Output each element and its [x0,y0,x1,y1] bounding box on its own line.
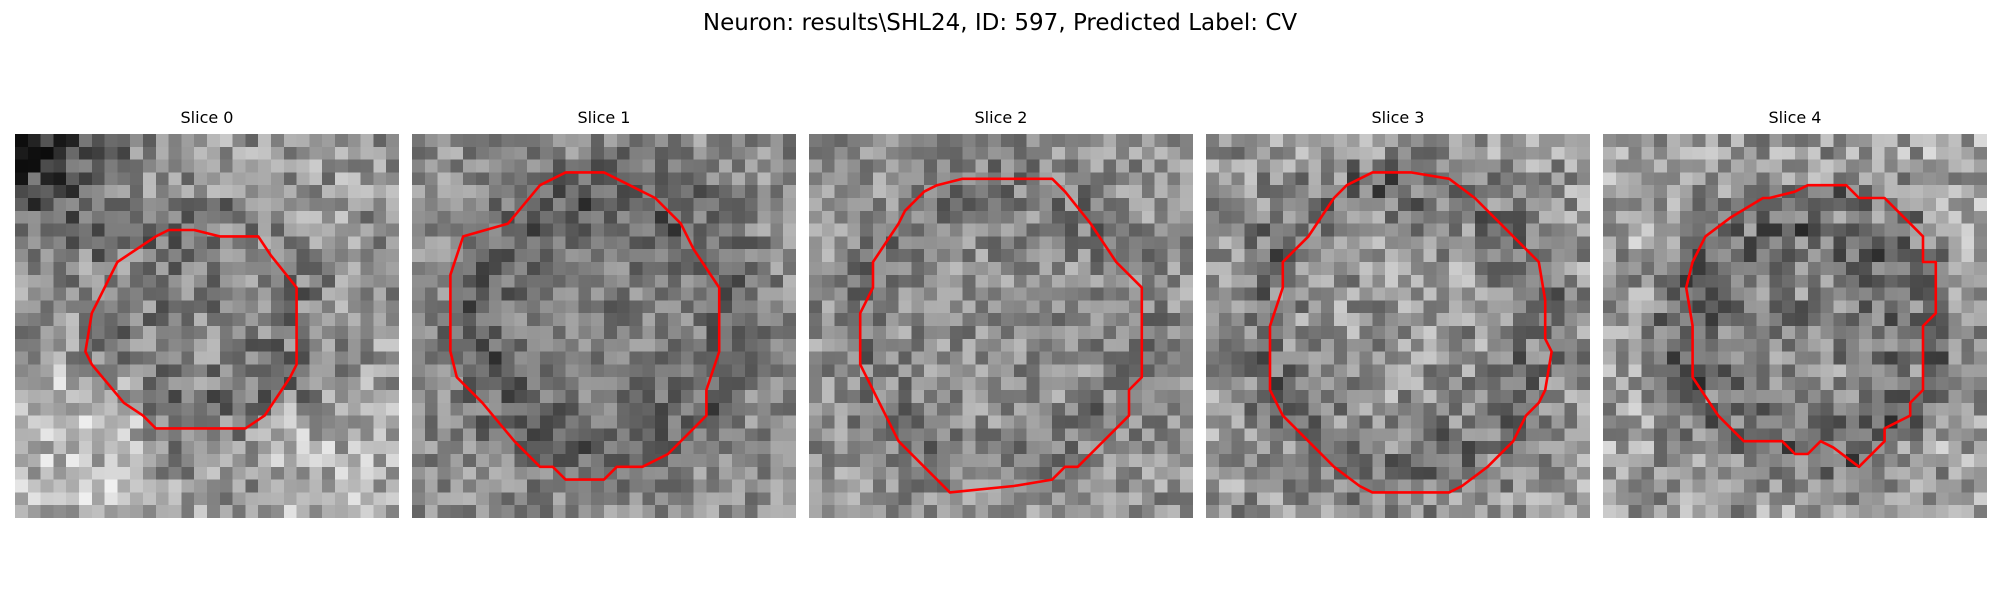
slice-title: Slice 0 [180,108,234,127]
slice-panel-0: Slice 0 [15,108,399,522]
slice-pixel-grid [412,134,796,518]
slice-panel-3: Slice 3 [1206,108,1590,522]
slice-image [809,134,1193,518]
slice-title: Slice 4 [1768,108,1822,127]
slice-panel-2: Slice 2 [809,108,1193,522]
slice-pixel-grid [1206,134,1590,518]
figure-title: Neuron: results\SHL24, ID: 597, Predicte… [702,10,1298,36]
slice-pixel-grid [809,134,1193,518]
segmentation-contour [858,177,1144,494]
segmentation-contour [84,228,298,430]
slice-image [412,134,796,518]
slice-title: Slice 2 [974,108,1028,127]
slice-image [1603,134,1987,518]
slice-image [1206,134,1590,518]
segmentation-contour [1268,171,1553,494]
segmentation-contour [449,171,721,481]
slice-pixel-grid [1603,134,1987,518]
slice-title: Slice 1 [577,108,631,127]
segmentation-contour [1684,183,1938,469]
slice-image [15,134,399,518]
slice-title: Slice 3 [1371,108,1425,127]
slice-panel-4: Slice 4 [1603,108,1987,522]
slice-panel-1: Slice 1 [412,108,796,522]
slice-pixel-grid [15,134,399,518]
